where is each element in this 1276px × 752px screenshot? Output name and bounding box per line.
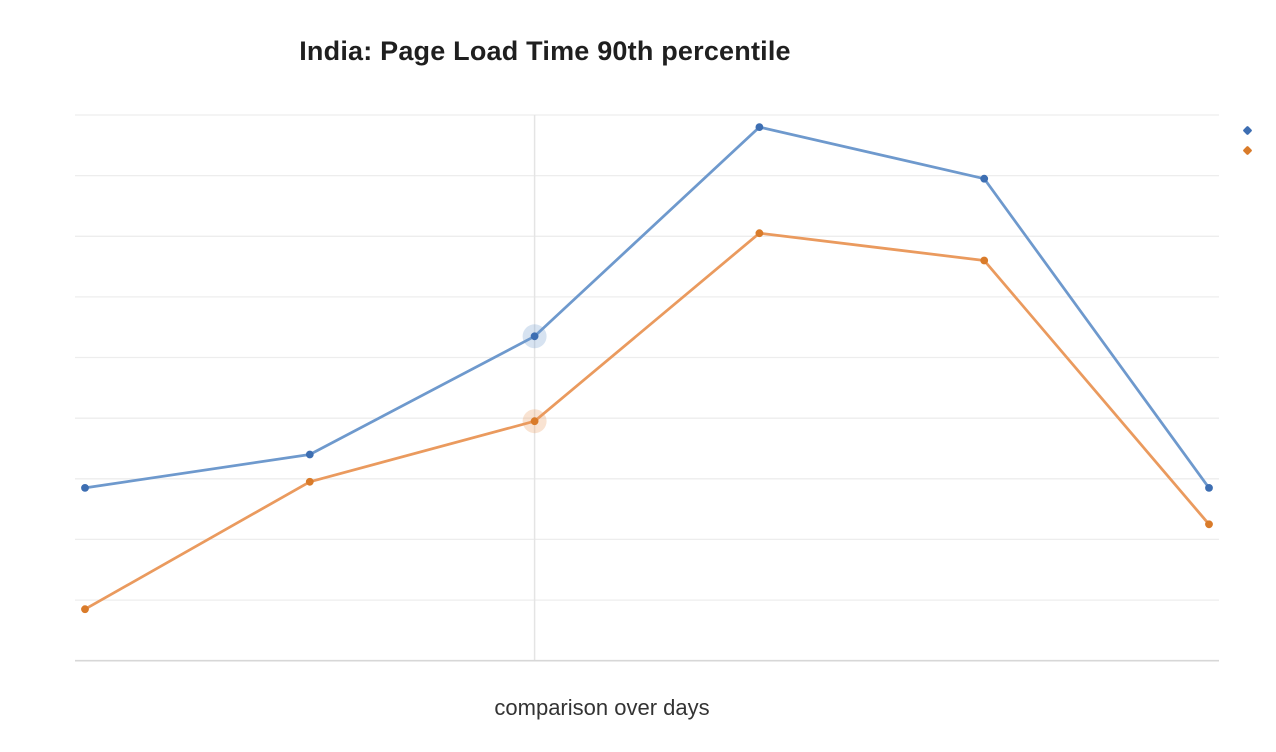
legend-item-series-1[interactable] bbox=[1240, 125, 1254, 136]
series-1-marker-icon bbox=[1242, 125, 1252, 136]
chart-legend bbox=[1240, 125, 1254, 156]
chart-title: India: Page Load Time 90th percentile bbox=[299, 36, 791, 66]
series-2-marker-icon bbox=[1242, 145, 1252, 156]
x-axis-label: comparison over days bbox=[494, 695, 710, 720]
legend-item-series-2[interactable] bbox=[1240, 145, 1254, 156]
